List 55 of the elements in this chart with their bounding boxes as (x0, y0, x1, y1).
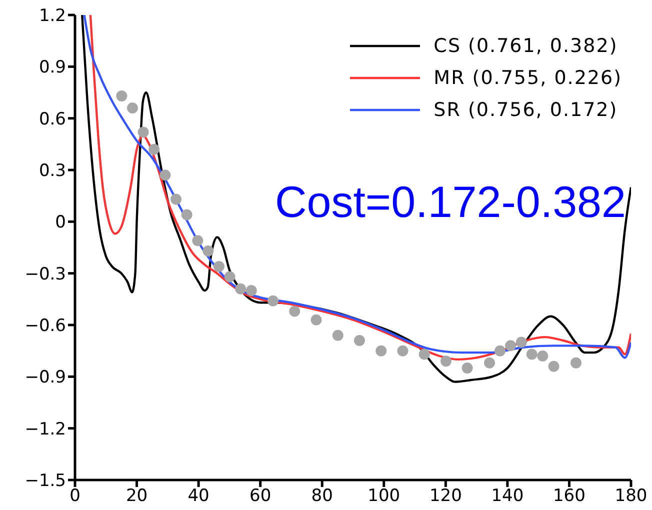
y-tick-label: −0.9 (24, 368, 66, 388)
y-tick-label: 0.6 (38, 109, 66, 130)
x-tick-label: 80 (311, 486, 333, 506)
annotation: Cost=0.172-0.382 (274, 178, 626, 228)
legend-label: SR (0.756, 0.172) (434, 99, 618, 121)
point (462, 362, 473, 374)
legend-label: MR (0.755, 0.226) (434, 67, 622, 89)
y-tick-label: 0.9 (38, 58, 66, 78)
point (310, 314, 322, 326)
y-tick-label: −0.3 (24, 264, 66, 284)
y-tick-label: 1.2 (38, 6, 66, 26)
x-tick-label: 0 (70, 486, 80, 506)
point (376, 345, 387, 356)
legend-label: CS (0.761, 0.382) (434, 35, 618, 57)
x-tick-label: 180 (614, 486, 648, 506)
point (526, 348, 538, 360)
point (268, 295, 278, 306)
x-tick-label: 60 (250, 486, 272, 506)
x-tick-label: 20 (126, 486, 148, 506)
point (213, 260, 224, 272)
point (440, 356, 452, 367)
point (202, 245, 214, 256)
point (505, 340, 516, 352)
y-tick-label: 0.3 (38, 161, 66, 182)
point (537, 350, 548, 362)
x-tick-label: 40 (188, 486, 210, 506)
point (160, 170, 171, 181)
point (192, 235, 204, 246)
point (354, 335, 365, 346)
point (138, 126, 149, 138)
point (397, 345, 408, 356)
x-tick-label: 140 (491, 486, 524, 506)
y-tick-label: −1.5 (24, 471, 66, 492)
y-tick-label: 0 (55, 212, 66, 233)
y-tick-label: −1.2 (24, 419, 66, 440)
point (148, 144, 160, 155)
point (170, 194, 182, 205)
point (418, 348, 430, 360)
point (224, 271, 236, 282)
x-tick-label: 160 (552, 486, 586, 506)
point (548, 360, 560, 372)
point (116, 90, 128, 102)
x-tick-label: 100 (368, 486, 400, 506)
point (289, 306, 300, 317)
point (181, 209, 192, 220)
point (246, 285, 257, 296)
point (484, 357, 496, 368)
point (235, 283, 246, 294)
x-tick-label: 120 (429, 486, 462, 506)
point (570, 357, 582, 368)
point (332, 330, 344, 341)
y-tick-label: −0.6 (24, 316, 66, 336)
point (516, 336, 527, 348)
point (494, 345, 506, 356)
point (126, 102, 138, 114)
